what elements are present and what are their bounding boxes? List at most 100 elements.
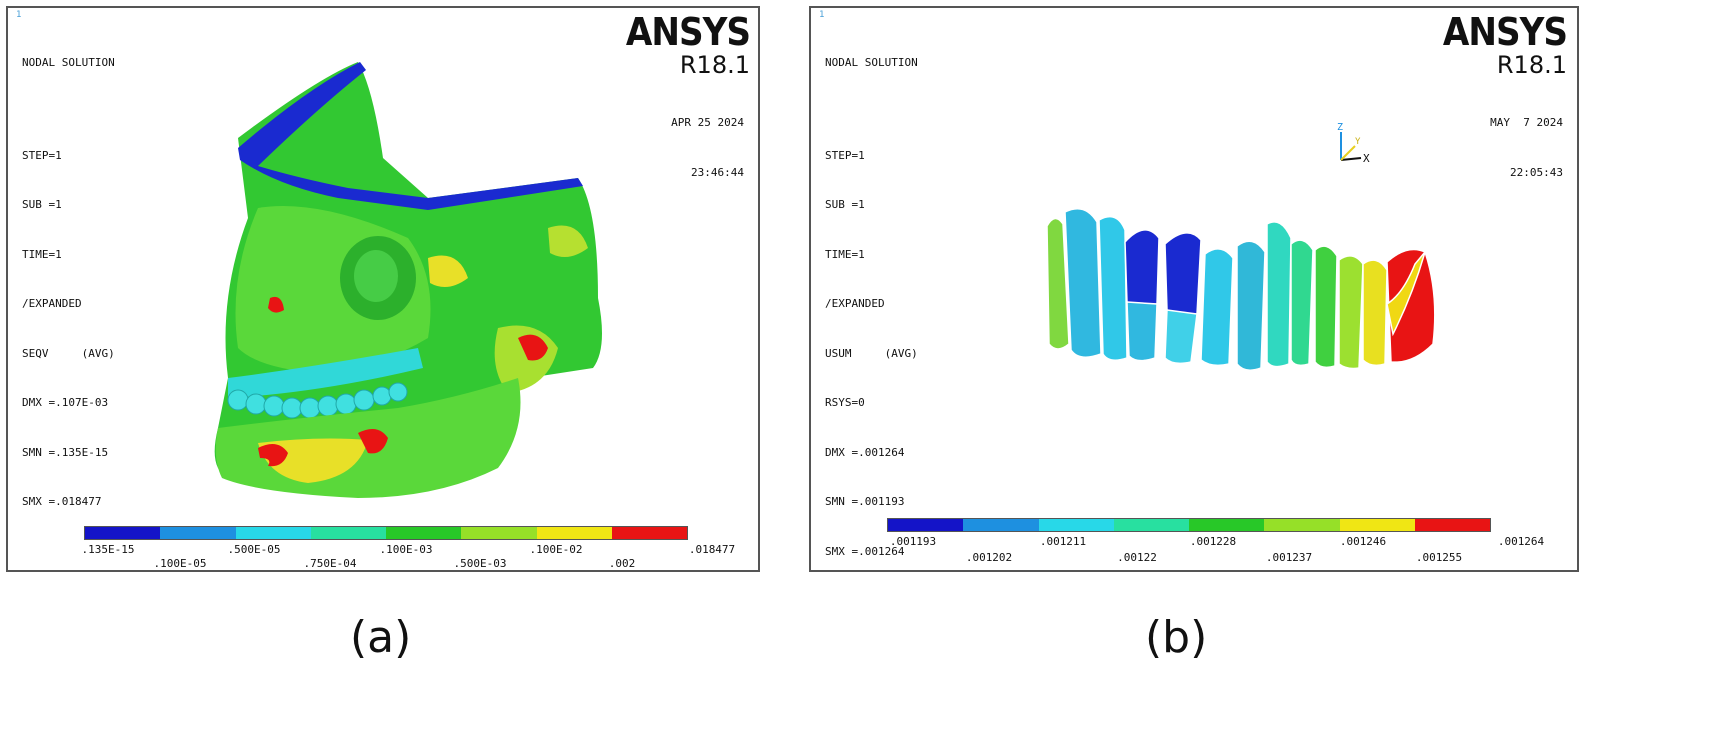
solution-title: NODAL SOLUTION xyxy=(825,56,918,69)
legend-tick: .001264 xyxy=(1497,535,1545,548)
info-line: SMX =.018477 xyxy=(22,495,102,508)
maxilla-band xyxy=(228,348,423,398)
hotspot xyxy=(258,444,288,467)
legend-swatch xyxy=(611,527,687,539)
solution-info: NODAL SOLUTION STEP=1 SUB =1 TIME=1 /EXP… xyxy=(22,22,115,544)
legend-swatch xyxy=(85,527,161,539)
legend-tick: .001211 xyxy=(1039,535,1087,548)
brow-ridge xyxy=(238,62,583,210)
caption-b: (b) xyxy=(1145,612,1208,663)
legend-tick: .500E-03 xyxy=(453,557,507,570)
legend-swatch xyxy=(1339,519,1415,531)
legend-swatch xyxy=(310,527,386,539)
legend-tick: .001228 xyxy=(1189,535,1237,548)
hotspot xyxy=(518,334,548,361)
info-line: /EXPANDED xyxy=(22,297,82,310)
logo-version: R18.1 xyxy=(1496,51,1567,79)
tooth xyxy=(1314,245,1338,369)
panel-b-teeth-displacement: 1 NODAL SOLUTION STEP=1 SUB =1 TIME=1 /E… xyxy=(809,6,1579,572)
legend-swatch xyxy=(1113,519,1189,531)
legend-swatch xyxy=(888,519,964,531)
ansys-logo: ANSYS R18.1 xyxy=(1442,10,1568,79)
date-text: MAY 7 2024 xyxy=(1490,116,1563,129)
solution-title: NODAL SOLUTION xyxy=(22,56,115,69)
tooth xyxy=(1386,248,1436,363)
info-line: RSYS=0 xyxy=(825,396,865,409)
info-line: SUB =1 xyxy=(22,198,62,211)
tooth xyxy=(1200,248,1234,367)
info-line: /EXPANDED xyxy=(825,297,885,310)
colorbar-b xyxy=(887,518,1491,532)
legend-tick: .001246 xyxy=(1339,535,1387,548)
logo-version: R18.1 xyxy=(679,51,750,79)
corner-mark: 1 xyxy=(16,10,22,20)
tooth xyxy=(1064,207,1102,358)
info-line: SMX =.001264 xyxy=(825,544,905,558)
info-line: SEQV (AVG) xyxy=(22,346,115,360)
legend-swatch xyxy=(963,519,1039,531)
legend-swatch xyxy=(536,527,612,539)
hotspot xyxy=(358,429,388,454)
info-line: SMN =.135E-15 xyxy=(22,445,109,459)
tooth xyxy=(1164,309,1198,365)
legend-tick: .002 xyxy=(608,557,636,570)
legend-tick: .135E-15 xyxy=(81,543,135,556)
legend-tick: .001202 xyxy=(965,551,1013,564)
tooth xyxy=(1164,232,1202,316)
info-line: STEP=1 xyxy=(22,148,62,162)
triad-z-label: Z xyxy=(1337,122,1343,133)
tooth xyxy=(1098,215,1128,361)
tooth xyxy=(1338,255,1364,370)
legend-swatch xyxy=(235,527,311,539)
corner-mark: 1 xyxy=(819,10,825,20)
date-text: APR 25 2024 xyxy=(671,116,744,129)
time-text: 22:05:43 xyxy=(1510,165,1563,179)
tooth xyxy=(1236,240,1266,371)
legend-swatch xyxy=(386,527,462,539)
tooth xyxy=(1290,239,1314,367)
teeth-row xyxy=(227,382,408,419)
logo-brand: ANSYS xyxy=(625,10,751,54)
tooth xyxy=(1126,301,1158,362)
time-text: 23:46:44 xyxy=(691,165,744,179)
legend-tick: .100E-03 xyxy=(379,543,433,556)
legend-swatch xyxy=(1189,519,1265,531)
info-line: SMN =.001193 xyxy=(825,495,905,508)
legend-tick: .001237 xyxy=(1265,551,1313,564)
info-line: DMX =.107E-03 xyxy=(22,396,109,409)
legend-tick: .001193 xyxy=(889,535,937,548)
legend-swatch xyxy=(1038,519,1114,531)
info-line: SUB =1 xyxy=(825,198,865,211)
legend-swatch xyxy=(160,527,236,539)
caption-a: (a) xyxy=(350,612,412,663)
timestamp: APR 25 2024 23:46:44 xyxy=(671,82,744,214)
legend-tick: .750E-04 xyxy=(303,557,357,570)
legend-tick: .018477 xyxy=(688,543,736,556)
legend-tick: .100E-02 xyxy=(529,543,583,556)
legend-tick: .00122 xyxy=(1117,551,1157,564)
axis-triad-icon: Z Y X xyxy=(1337,122,1370,165)
skull-model xyxy=(214,62,602,498)
info-line: STEP=1 xyxy=(825,148,865,162)
timestamp: MAY 7 2024 22:05:43 xyxy=(1490,82,1563,214)
triad-x-label: X xyxy=(1363,152,1370,165)
solution-info: NODAL SOLUTION STEP=1 SUB =1 TIME=1 /EXP… xyxy=(825,22,918,570)
info-line: TIME=1 xyxy=(22,247,62,261)
triad-y-label: Y xyxy=(1355,137,1361,147)
legend-swatch xyxy=(461,527,537,539)
tooth xyxy=(1266,221,1292,368)
tooth xyxy=(1046,217,1070,350)
legend-swatch xyxy=(1264,519,1340,531)
colorbar-a xyxy=(84,526,688,540)
legend-tick: .500E-05 xyxy=(227,543,281,556)
legend-tick: .100E-05 xyxy=(153,557,207,570)
legend-tick: .001255 xyxy=(1415,551,1463,564)
tooth xyxy=(1362,259,1388,367)
info-line: TIME=1 xyxy=(825,247,865,261)
ansys-logo: ANSYS R18.1 xyxy=(625,10,751,79)
info-line: USUM (AVG) xyxy=(825,346,918,360)
panel-a-skull-stress: 1 NODAL SOLUTION STEP=1 SUB =1 TIME=1 /E… xyxy=(6,6,760,572)
legend-swatch xyxy=(1414,519,1490,531)
logo-brand: ANSYS xyxy=(1442,10,1568,54)
teeth-model xyxy=(1046,207,1436,371)
